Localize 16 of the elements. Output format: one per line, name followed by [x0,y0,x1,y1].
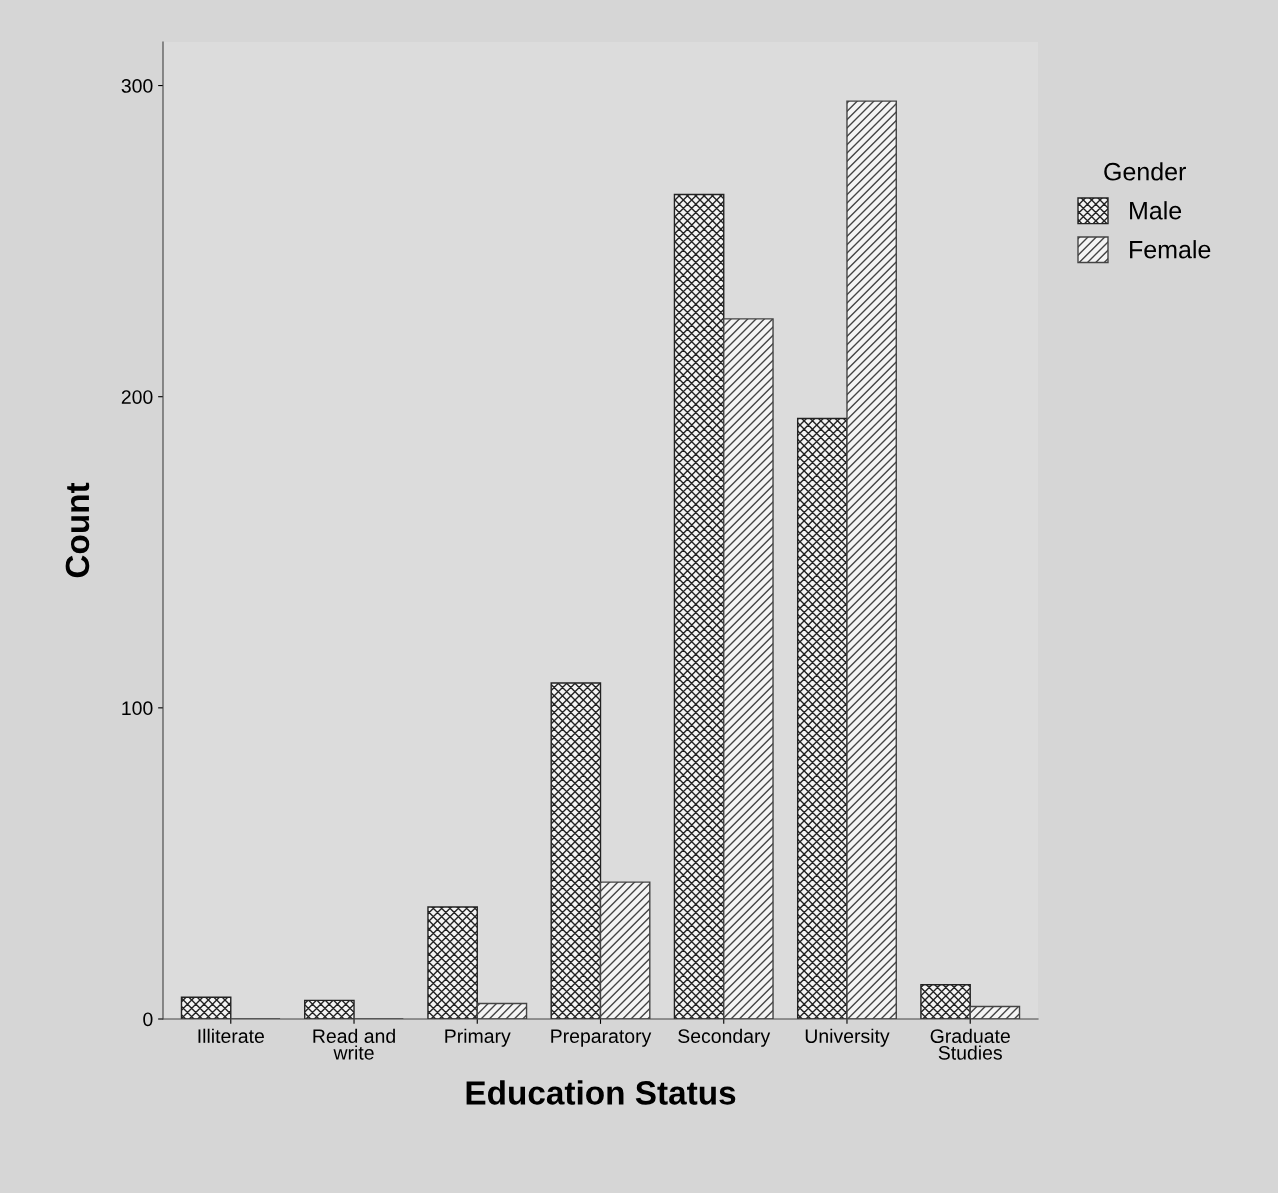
x-tick-label: Secondary [678,1028,771,1047]
y-tick-label: 300 [121,79,153,93]
x-tick-label: Illiterate [198,1028,264,1043]
x-tick-label: Primary [445,1028,511,1047]
y-tick-label: 100 [122,701,153,716]
y-tick-label: 200 [121,390,153,404]
x-tick-label: Graduate Studies [930,1028,1010,1060]
y-axis-title: Count [65,482,90,578]
legend-label: Male [1130,201,1182,220]
legend-title: Gender [1104,162,1186,181]
x-tick-label: University [805,1028,890,1047]
x-tick-label: Preparatory [551,1029,652,1047]
y-tick-label: 0 [143,1012,153,1027]
x-axis-title: Education Status [466,1080,736,1105]
x-tick-label: Read and write [313,1028,395,1060]
legend-label: Female [1130,240,1211,259]
